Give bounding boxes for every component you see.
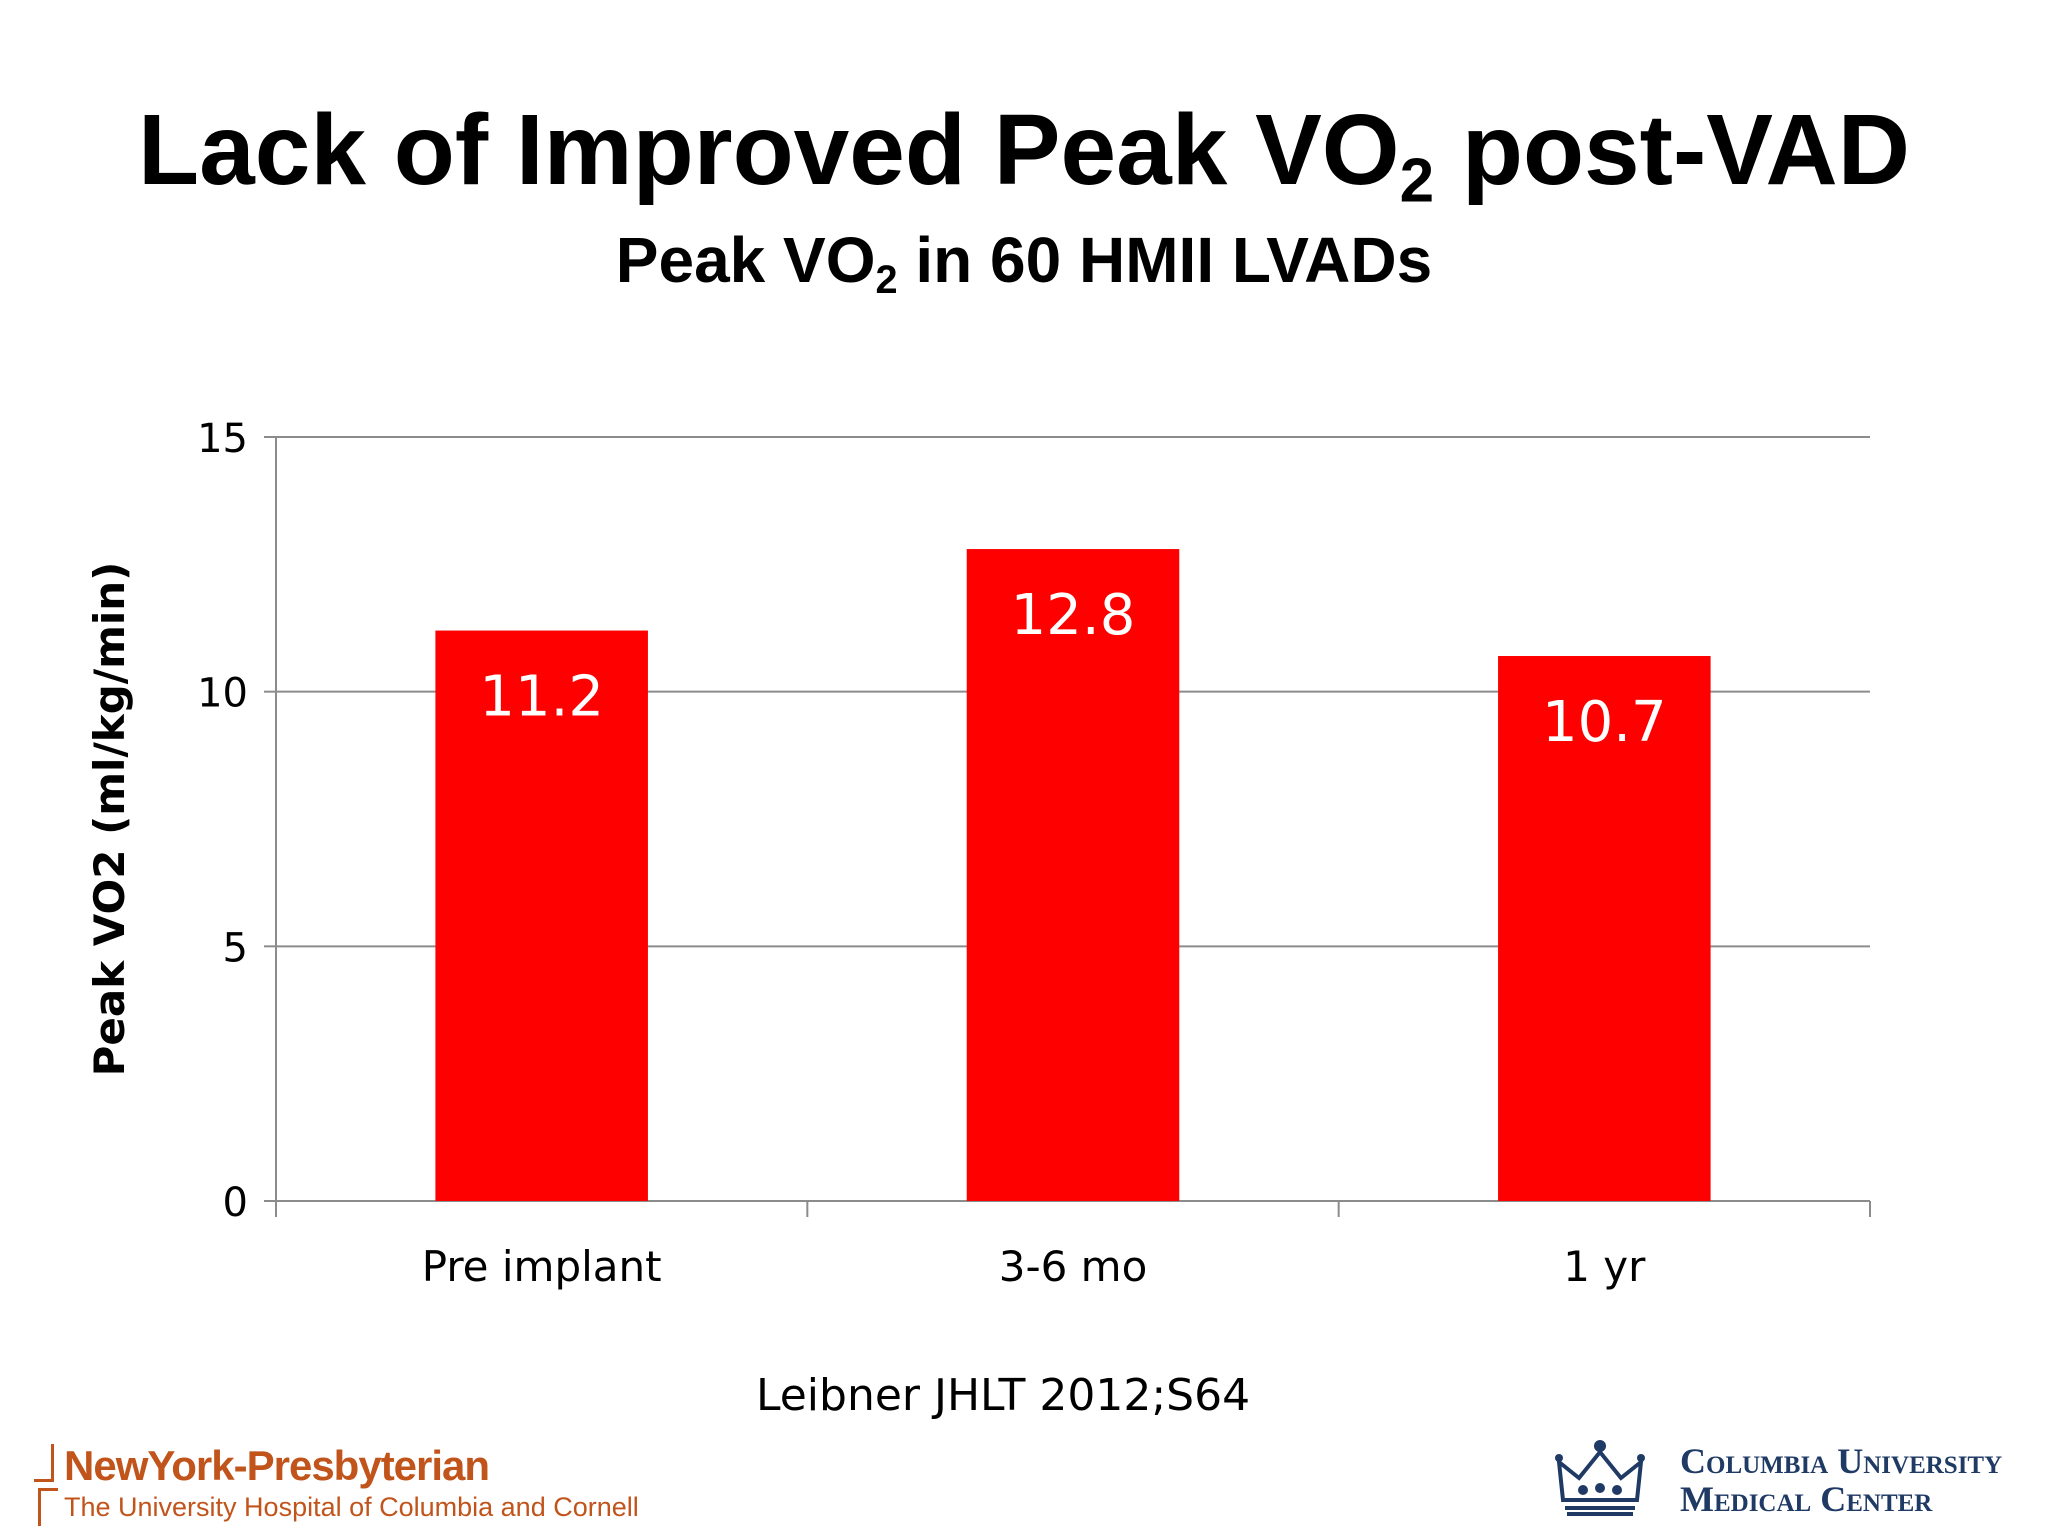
y-axis-title: Peak VO2 (ml/kg/min)	[85, 562, 134, 1077]
bar	[1498, 656, 1711, 1201]
slide-subtitle-pre: Peak VO	[615, 224, 876, 296]
crown-icon	[1555, 1440, 1645, 1516]
y-tick-label: 0	[223, 1180, 248, 1226]
slide-title: Lack of Improved Peak VO2 post-VAD	[0, 100, 2048, 212]
bar	[435, 630, 648, 1201]
data-label: 11.2	[479, 665, 604, 730]
slide-subtitle: Peak VO2 in 60 HMII LVADs	[0, 228, 2048, 300]
y-tick-label: 15	[197, 416, 248, 462]
nyp-logo-name: NewYork-Presbyterian	[64, 1442, 490, 1489]
x-tick-label: 1 yr	[1563, 1242, 1646, 1291]
cumc-logo-line1: Columbia University	[1680, 1441, 2003, 1481]
bar	[966, 549, 1180, 1201]
y-tick-label: 5	[223, 925, 248, 971]
slide-title-subscript: 2	[1399, 146, 1435, 216]
y-tick-label: 10	[197, 671, 248, 717]
x-tick-label: 3-6 mo	[999, 1242, 1148, 1291]
citation: Leibner JHLT 2012;S64	[756, 1370, 1251, 1421]
cumc-logo-line2: Medical Center	[1680, 1479, 1933, 1519]
nyp-bracket-top-mark	[34, 1444, 54, 1482]
slide-title-end: post-VAD	[1434, 94, 1910, 206]
slide-subtitle-subscript: 2	[875, 258, 898, 303]
data-label: 10.7	[1542, 690, 1667, 755]
nyp-bracket-bottom-mark	[38, 1488, 58, 1526]
columbia-medical-center-logo: Columbia University Medical Center	[1555, 1438, 2035, 1528]
x-tick-label: Pre implant	[422, 1242, 662, 1291]
nyp-logo-subtitle: The University Hospital of Columbia and …	[64, 1492, 639, 1522]
data-label: 12.8	[1011, 583, 1136, 648]
newyork-presbyterian-logo: NewYork-Presbyterian The University Hosp…	[14, 1442, 674, 1532]
slide-subtitle-post: in 60 HMII LVADs	[897, 224, 1433, 296]
slide-title-text: Lack of Improved Peak VO	[138, 94, 1400, 206]
